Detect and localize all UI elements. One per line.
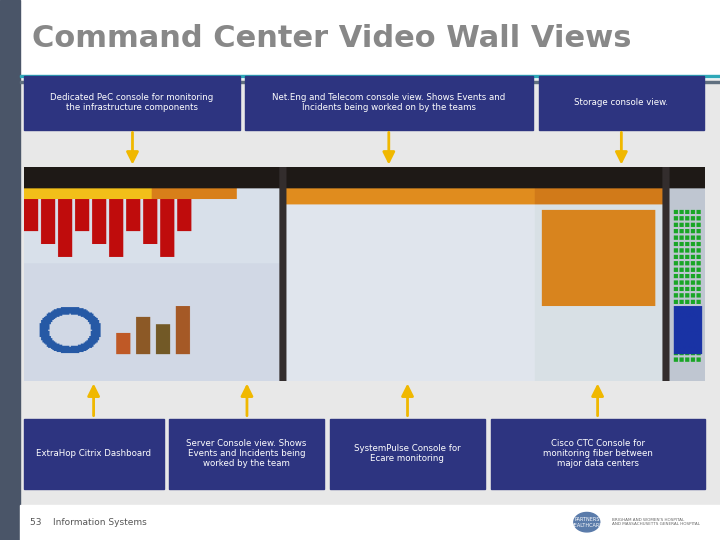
- Bar: [20, 81, 720, 83]
- Bar: [0, 0, 20, 540]
- Text: Dedicated PeC console for monitoring
the infrastructure components: Dedicated PeC console for monitoring the…: [50, 93, 213, 112]
- Text: Net.Eng and Telecom console view. Shows Events and
Incidents being worked on by : Net.Eng and Telecom console view. Shows …: [272, 93, 505, 112]
- Bar: [539, 76, 704, 130]
- Bar: [24, 76, 240, 130]
- Bar: [20, 79, 720, 505]
- Bar: [20, 505, 720, 540]
- Bar: [169, 418, 324, 489]
- Text: 53    Information Systems: 53 Information Systems: [30, 518, 147, 526]
- Bar: [20, 75, 720, 77]
- Bar: [0, 0, 720, 78]
- Text: Storage console view.: Storage console view.: [575, 98, 668, 107]
- Bar: [330, 418, 485, 489]
- Polygon shape: [574, 512, 600, 532]
- Text: Cisco CTC Console for
monitoring fiber between
major data centers: Cisco CTC Console for monitoring fiber b…: [543, 438, 653, 469]
- Bar: [24, 418, 164, 489]
- Text: ExtraHop Citrix Dashboard: ExtraHop Citrix Dashboard: [37, 449, 151, 458]
- Bar: [245, 76, 533, 130]
- Text: PARTNERS
HEALTHCARE: PARTNERS HEALTHCARE: [571, 517, 603, 528]
- Bar: [491, 418, 705, 489]
- Text: Server Console view. Shows
Events and Incidents being
worked by the team: Server Console view. Shows Events and In…: [186, 438, 307, 469]
- Text: SystemPulse Console for
Ecare monitoring: SystemPulse Console for Ecare monitoring: [354, 444, 461, 463]
- Text: Command Center Video Wall Views: Command Center Video Wall Views: [32, 24, 632, 53]
- Text: BRIGHAM AND WOMEN'S HOSPITAL
AND MASSACHUSETTS GENERAL HOSPITAL: BRIGHAM AND WOMEN'S HOSPITAL AND MASSACH…: [612, 518, 700, 526]
